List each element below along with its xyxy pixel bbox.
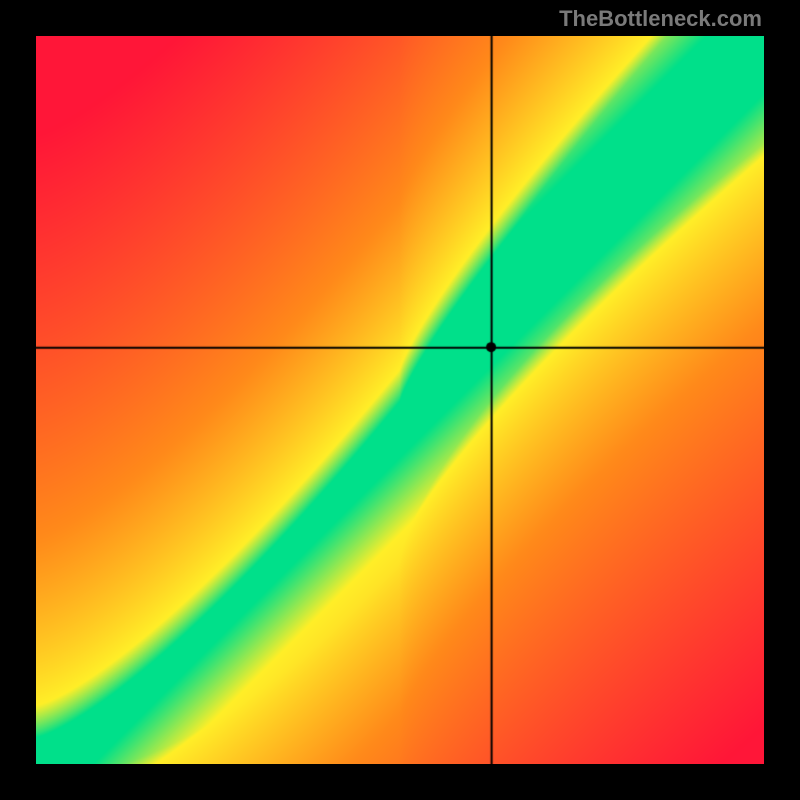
watermark-text: TheBottleneck.com — [559, 6, 762, 32]
chart-container: TheBottleneck.com — [0, 0, 800, 800]
bottleneck-heatmap — [36, 36, 764, 764]
